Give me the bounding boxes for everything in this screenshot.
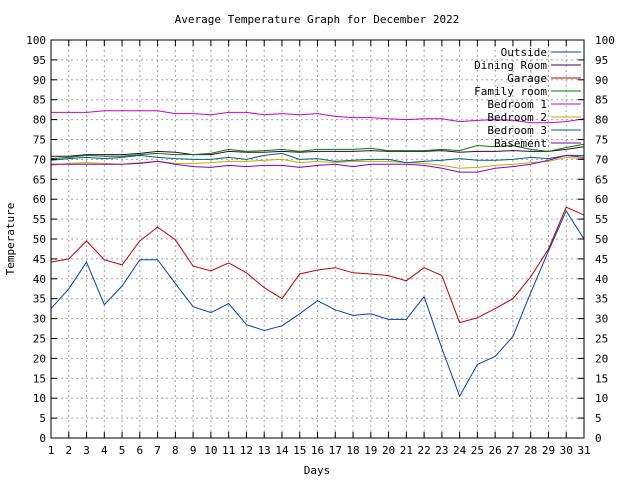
x-tick-label: 15: [293, 444, 306, 457]
y-tick-label-right: 50: [595, 233, 608, 246]
x-tick-label: 10: [204, 444, 217, 457]
y-tick-label-right: 75: [595, 134, 608, 147]
y-tick-label-right: 80: [595, 114, 608, 127]
series-line-family-room: [50, 143, 585, 160]
x-tick-label: 5: [119, 444, 126, 457]
x-tick-label: 19: [364, 444, 377, 457]
y-tick-label-left: 80: [33, 114, 46, 127]
x-tick-label: 22: [417, 444, 430, 457]
y-tick-label-right: 60: [595, 193, 608, 206]
x-tick-label: 26: [489, 444, 502, 457]
x-tick-label: 16: [311, 444, 324, 457]
y-tick-label-left: 55: [33, 213, 46, 226]
legend-label: Dining Room: [474, 59, 547, 72]
legend-label: Family room: [474, 85, 547, 98]
y-tick-label-left: 20: [33, 352, 46, 365]
y-tick-label-right: 10: [595, 392, 608, 405]
y-tick-label-right: 65: [595, 173, 608, 186]
y-tick-label-right: 85: [595, 94, 608, 107]
y-tick-label-right: 95: [595, 54, 608, 67]
y-tick-label-left: 10: [33, 392, 46, 405]
x-tick-label: 1: [48, 444, 55, 457]
x-tick-label: 18: [346, 444, 359, 457]
x-axis-label: Days: [304, 464, 331, 477]
series-line-bedroom-1: [51, 110, 585, 124]
y-tick-label-left: 85: [33, 94, 46, 107]
series-line-basement: [51, 154, 585, 173]
legend-label: Bedroom 2: [487, 111, 547, 124]
x-tick-label: 24: [453, 444, 467, 457]
y-tick-label-left: 40: [33, 273, 46, 286]
x-tick-label: 2: [65, 444, 72, 457]
y-tick-label-right: 100: [595, 34, 615, 47]
x-tick-label: 7: [154, 444, 161, 457]
x-tick-label: 3: [83, 444, 90, 457]
y-tick-label-left: 50: [33, 233, 46, 246]
legend-label: Bedroom 3: [487, 124, 547, 137]
series-lines: [50, 110, 585, 398]
y-tick-label-left: 90: [33, 74, 46, 87]
y-tick-label-right: 15: [595, 372, 608, 385]
y-tick-label-right: 40: [595, 273, 608, 286]
legend-label: Basement: [494, 137, 547, 150]
y-tick-label-right: 35: [595, 293, 608, 306]
y-tick-label-left: 0: [39, 432, 46, 445]
y-tick-label-right: 70: [595, 153, 608, 166]
y-tick-label-right: 0: [595, 432, 602, 445]
x-tick-label: 9: [190, 444, 197, 457]
y-tick-label-right: 20: [595, 352, 608, 365]
x-tick-label: 28: [524, 444, 537, 457]
y-tick-label-right: 90: [595, 74, 608, 87]
y-tick-label-left: 75: [33, 134, 46, 147]
x-tick-label: 4: [101, 444, 108, 457]
series-line-outside: [50, 210, 585, 398]
x-tick-label: 21: [400, 444, 413, 457]
x-tick-label: 17: [329, 444, 342, 457]
chart-title: Average Temperature Graph for December 2…: [175, 13, 460, 26]
y-tick-label-left: 5: [39, 412, 46, 425]
x-tick-label: 20: [382, 444, 395, 457]
x-tick-label: 31: [577, 444, 590, 457]
x-tick-label: 30: [560, 444, 573, 457]
y-tick-label-left: 100: [26, 34, 46, 47]
y-tick-label-left: 65: [33, 173, 46, 186]
y-tick-label-left: 30: [33, 313, 46, 326]
legend-label: Bedroom 1: [487, 98, 547, 111]
y-tick-label-left: 45: [33, 253, 46, 266]
x-tick-label: 14: [275, 444, 289, 457]
x-tick-label: 12: [240, 444, 253, 457]
series-line-bedroom-2: [50, 156, 585, 169]
x-tick-label: 8: [172, 444, 179, 457]
x-tick-label: 25: [471, 444, 484, 457]
y-tick-label-left: 95: [33, 54, 46, 67]
y-tick-label-right: 55: [595, 213, 608, 226]
y-tick-label-left: 35: [33, 293, 46, 306]
series-line-garage: [50, 206, 585, 324]
y-tick-label-right: 5: [595, 412, 602, 425]
x-tick-label: 6: [137, 444, 144, 457]
legend-label: Garage: [507, 72, 547, 85]
y-tick-label-left: 60: [33, 193, 46, 206]
y-tick-label-right: 25: [595, 333, 608, 346]
legend-label: Outside: [501, 46, 547, 59]
series-line-dining-room: [51, 146, 585, 157]
y-tick-label-left: 25: [33, 333, 46, 346]
x-tick-label: 13: [258, 444, 271, 457]
x-tick-label: 11: [222, 444, 235, 457]
x-tick-label: 23: [435, 444, 448, 457]
x-tick-label: 27: [506, 444, 519, 457]
y-tick-label-right: 45: [595, 253, 608, 266]
x-tick-label: 29: [542, 444, 555, 457]
series-line-bedroom-3: [50, 152, 584, 164]
y-tick-label-left: 15: [33, 372, 46, 385]
y-axis-label: Temperature: [4, 203, 17, 276]
y-tick-label-right: 30: [595, 313, 608, 326]
y-tick-label-left: 70: [33, 153, 46, 166]
grid: [51, 40, 584, 438]
